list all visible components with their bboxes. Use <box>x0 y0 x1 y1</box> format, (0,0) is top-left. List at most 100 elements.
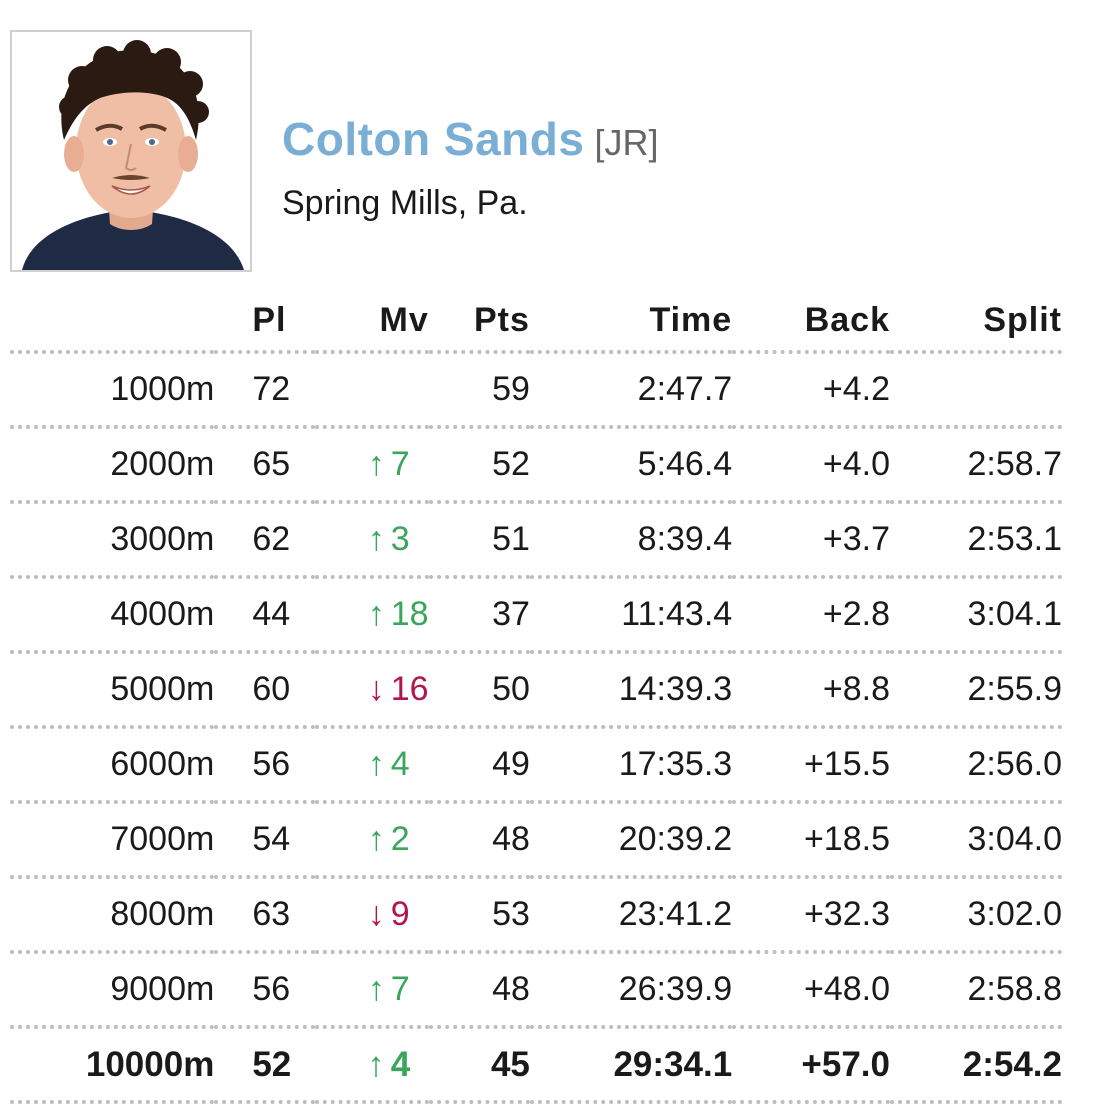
split-lap: 2:53.1 <box>889 502 1062 579</box>
split-place: 56 <box>214 952 316 1029</box>
athlete-name: Colton Sands <box>282 113 585 165</box>
split-move <box>315 352 429 429</box>
header-split: Split <box>889 290 1062 354</box>
split-move: ↑ 7 <box>315 427 429 504</box>
split-distance: 6000m <box>10 727 215 804</box>
move-value: 16 <box>390 670 429 708</box>
split-time: 5:46.4 <box>529 427 733 504</box>
split-place: 56 <box>214 727 316 804</box>
athlete-photo <box>10 30 252 272</box>
move-value: 9 <box>390 895 410 933</box>
table-row: 5000m 60 ↓ 16 50 14:39.3 +8.8 2:55.9 <box>10 652 1062 729</box>
split-points: 51 <box>428 502 530 579</box>
splits-table: Pl Mv Pts Time Back Split 1000m 72 59 2:47.… <box>10 290 1062 1104</box>
split-distance: 10000m <box>10 1027 215 1104</box>
header-points: Pts <box>428 290 530 354</box>
athlete-class: [JR] <box>594 122 659 163</box>
move-value: 7 <box>390 445 410 483</box>
header-move: Mv <box>315 290 429 354</box>
table-row: 4000m 44 ↑ 18 37 11:43.4 +2.8 3:04.1 <box>10 577 1062 654</box>
arrow-up-icon: ↑ <box>367 820 385 858</box>
split-move: ↓ 16 <box>315 652 429 729</box>
split-back: +48.0 <box>732 952 890 1029</box>
split-place: 63 <box>214 877 316 954</box>
move-value: 4 <box>390 745 410 783</box>
split-move: ↑ 2 <box>315 802 429 879</box>
split-time: 17:35.3 <box>529 727 733 804</box>
split-time: 29:34.1 <box>529 1027 733 1104</box>
split-points: 50 <box>428 652 530 729</box>
table-row: 6000m 56 ↑ 4 49 17:35.3 +15.5 2:56.0 <box>10 727 1062 804</box>
split-points: 49 <box>428 727 530 804</box>
split-lap <box>889 352 1062 429</box>
athlete-hometown: Spring Mills, Pa. <box>282 184 528 222</box>
split-points: 37 <box>428 577 530 654</box>
split-move: ↑ 4 <box>315 727 429 804</box>
split-place: 54 <box>214 802 316 879</box>
athlete-portrait-image <box>12 32 250 270</box>
athlete-name-line: Colton Sands [JR] <box>282 112 658 166</box>
table-row: 10000m 52 ↑ 4 45 29:34.1 +57.0 2:54.2 <box>10 1027 1062 1104</box>
split-lap: 3:04.1 <box>889 577 1062 654</box>
table-row: 8000m 63 ↓ 9 53 23:41.2 +32.3 3:02.0 <box>10 877 1062 954</box>
split-place: 65 <box>214 427 316 504</box>
arrow-up-icon: ↑ <box>367 745 385 783</box>
split-back: +4.0 <box>732 427 890 504</box>
split-points: 59 <box>428 352 530 429</box>
move-value: 3 <box>390 520 410 558</box>
split-points: 48 <box>428 802 530 879</box>
arrow-up-icon: ↑ <box>367 1044 385 1084</box>
split-lap: 2:55.9 <box>889 652 1062 729</box>
split-time: 14:39.3 <box>529 652 733 729</box>
split-distance: 7000m <box>10 802 215 879</box>
split-move: ↑ 4 <box>315 1027 429 1104</box>
split-points: 52 <box>428 427 530 504</box>
split-move: ↑ 3 <box>315 502 429 579</box>
split-move: ↓ 9 <box>315 877 429 954</box>
split-time: 20:39.2 <box>529 802 733 879</box>
split-lap: 2:54.2 <box>889 1027 1062 1104</box>
split-lap: 2:58.8 <box>889 952 1062 1029</box>
split-place: 72 <box>214 352 316 429</box>
table-row: 7000m 54 ↑ 2 48 20:39.2 +18.5 3:04.0 <box>10 802 1062 879</box>
split-back: +32.3 <box>732 877 890 954</box>
split-distance: 1000m <box>10 352 215 429</box>
move-value: 18 <box>390 595 429 633</box>
table-row: 3000m 62 ↑ 3 51 8:39.4 +3.7 2:53.1 <box>10 502 1062 579</box>
header-distance <box>10 290 215 354</box>
header-time: Time <box>529 290 733 354</box>
split-points: 53 <box>428 877 530 954</box>
split-back: +3.7 <box>732 502 890 579</box>
split-distance: 9000m <box>10 952 215 1029</box>
table-row: 2000m 65 ↑ 7 52 5:46.4 +4.0 2:58.7 <box>10 427 1062 504</box>
split-distance: 5000m <box>10 652 215 729</box>
split-place: 62 <box>214 502 316 579</box>
arrow-up-icon: ↑ <box>367 520 385 558</box>
table-header-row: Pl Mv Pts Time Back Split <box>10 290 1062 354</box>
split-back: +4.2 <box>732 352 890 429</box>
arrow-up-icon: ↑ <box>367 595 385 633</box>
table-row: 1000m 72 59 2:47.7 +4.2 <box>10 352 1062 429</box>
athlete-profile: Colton Sands [JR] Spring Mills, Pa. <box>10 30 1070 272</box>
split-place: 44 <box>214 577 316 654</box>
move-value: 4 <box>390 1044 411 1084</box>
split-move: ↑ 7 <box>315 952 429 1029</box>
split-move: ↑ 18 <box>315 577 429 654</box>
move-value: 7 <box>390 970 410 1008</box>
split-back: +8.8 <box>732 652 890 729</box>
split-back: +2.8 <box>732 577 890 654</box>
split-time: 8:39.4 <box>529 502 733 579</box>
header-back: Back <box>732 290 890 354</box>
split-time: 2:47.7 <box>529 352 733 429</box>
split-time: 26:39.9 <box>529 952 733 1029</box>
arrow-up-icon: ↑ <box>367 970 385 1008</box>
arrow-down-icon: ↓ <box>367 895 385 933</box>
split-lap: 3:04.0 <box>889 802 1062 879</box>
split-distance: 4000m <box>10 577 215 654</box>
split-time: 11:43.4 <box>529 577 733 654</box>
split-distance: 2000m <box>10 427 215 504</box>
split-distance: 3000m <box>10 502 215 579</box>
split-lap: 2:58.7 <box>889 427 1062 504</box>
split-back: +57.0 <box>732 1027 890 1104</box>
split-back: +15.5 <box>732 727 890 804</box>
